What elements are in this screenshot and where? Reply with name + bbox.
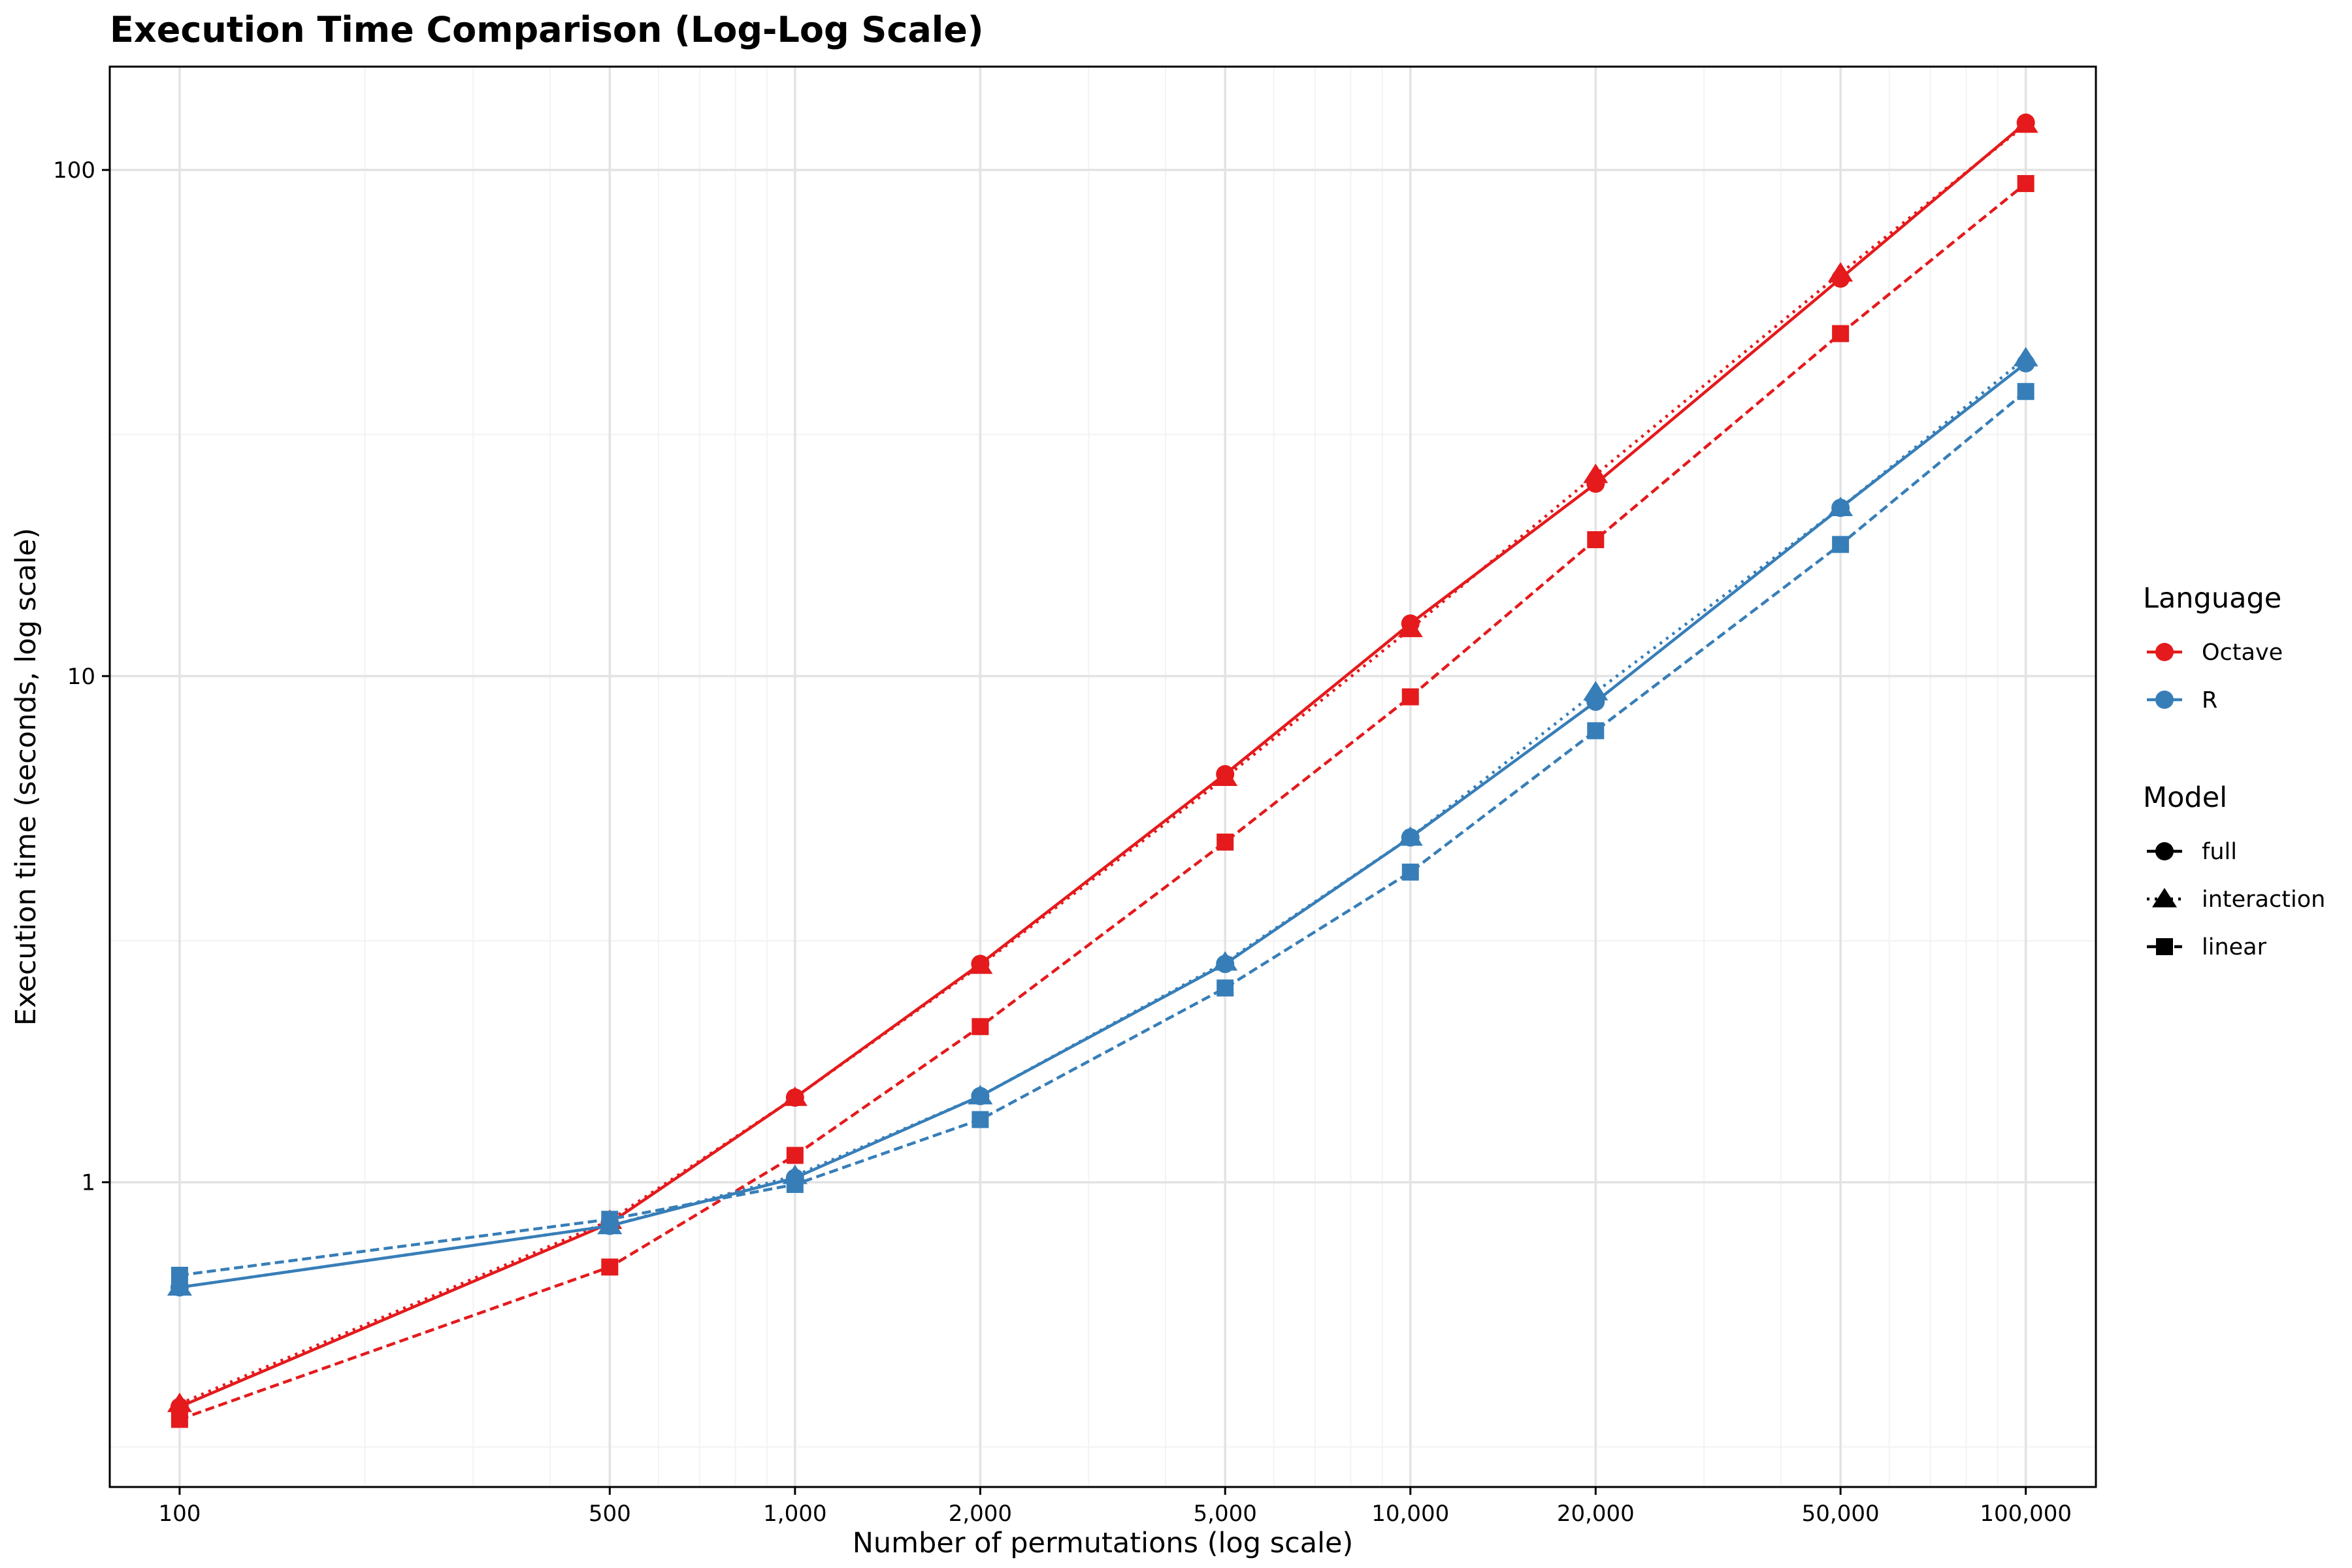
y-tick-label: 100 — [53, 157, 95, 184]
data-point — [167, 1392, 192, 1413]
chart-title: Execution Time Comparison (Log-Log Scale… — [110, 9, 984, 50]
grid — [110, 67, 2096, 1487]
y-tick-label: 10 — [67, 664, 95, 690]
data-point — [786, 1147, 804, 1164]
data-point — [167, 1276, 192, 1296]
data-point — [972, 1018, 989, 1036]
legend-title-language: Language — [2143, 582, 2281, 615]
x-tick-label: 10,000 — [1371, 1501, 1449, 1527]
x-tick-label: 5,000 — [1194, 1501, 1257, 1527]
x-tick-label: 2,000 — [949, 1501, 1012, 1527]
x-tick-label: 100 — [158, 1501, 201, 1527]
legend-key-marker — [2155, 691, 2174, 709]
legend-item-octave: Octave — [2147, 640, 2283, 666]
data-point — [1397, 826, 1423, 846]
legend-key-marker — [2155, 842, 2174, 860]
series-line — [179, 123, 2027, 1405]
data-point — [972, 1111, 989, 1128]
legend-item-r: R — [2147, 687, 2217, 713]
y-axis-ticks: 1 10 100 — [53, 157, 110, 1196]
data-point — [1213, 766, 1238, 787]
data-point — [786, 1175, 804, 1193]
y-tick-label: 1 — [81, 1170, 95, 1196]
data-point — [2013, 113, 2038, 133]
legend-item-full: full — [2147, 839, 2237, 865]
data-point — [1397, 617, 1423, 638]
legend-label: Octave — [2202, 640, 2283, 666]
x-axis-title: Number of permutations (log scale) — [853, 1527, 1354, 1560]
data-point — [171, 1266, 188, 1284]
legend-label: R — [2202, 687, 2217, 713]
data-point — [1217, 833, 1234, 851]
data-point — [1401, 688, 1419, 706]
series-octave-linear — [171, 174, 2034, 1428]
data-point — [1832, 536, 1850, 553]
data-point — [1832, 325, 1850, 342]
data-point — [1583, 681, 1609, 701]
series-line — [179, 182, 2027, 1421]
data-point — [1828, 497, 1854, 517]
data-point — [601, 1211, 619, 1228]
data-point — [2013, 347, 2038, 367]
x-tick-label: 500 — [589, 1501, 631, 1527]
series-r-linear — [171, 383, 2034, 1284]
data-point — [1587, 722, 1605, 740]
data-point — [601, 1258, 619, 1276]
data-point — [968, 1085, 993, 1105]
series-line — [179, 390, 2027, 1277]
data-point — [171, 1411, 188, 1428]
legend-label: interaction — [2202, 887, 2325, 913]
data-point — [1828, 262, 1854, 282]
data-point — [1213, 951, 1238, 971]
legend-key-marker — [2156, 938, 2173, 955]
legend-label: full — [2202, 839, 2237, 865]
data-point — [782, 1086, 808, 1106]
data-point — [1583, 463, 1609, 483]
x-tick-label: 20,000 — [1557, 1501, 1635, 1527]
data-point — [1217, 979, 1234, 997]
legend-key-marker — [2155, 643, 2174, 661]
data-point — [2017, 383, 2034, 400]
plot-frame — [108, 65, 2097, 1488]
data-point — [1401, 863, 1419, 881]
x-axis-ticks: 100 500 1,000 2,000 5,000 10,000 20,000 50,000 1… — [158, 1487, 2072, 1527]
legend-item-linear: linear — [2147, 934, 2267, 960]
series-octave-interaction — [167, 113, 2038, 1413]
series-layer — [167, 113, 2038, 1428]
data-point — [968, 954, 993, 974]
x-tick-label: 1,000 — [763, 1501, 826, 1527]
x-tick-label: 50,000 — [1802, 1501, 1880, 1527]
legend-key-marker — [2151, 888, 2178, 907]
legend-item-interaction: interaction — [2147, 887, 2325, 913]
x-tick-label: 100,000 — [1980, 1501, 2072, 1527]
data-point — [2017, 174, 2034, 192]
data-point — [1587, 531, 1605, 549]
legend-title-model: Model — [2143, 781, 2227, 814]
legend: Language Octave R Model full interaction linea… — [2143, 582, 2325, 960]
y-axis-title: Execution time (seconds, log scale) — [10, 528, 42, 1026]
legend-label: linear — [2202, 934, 2267, 960]
